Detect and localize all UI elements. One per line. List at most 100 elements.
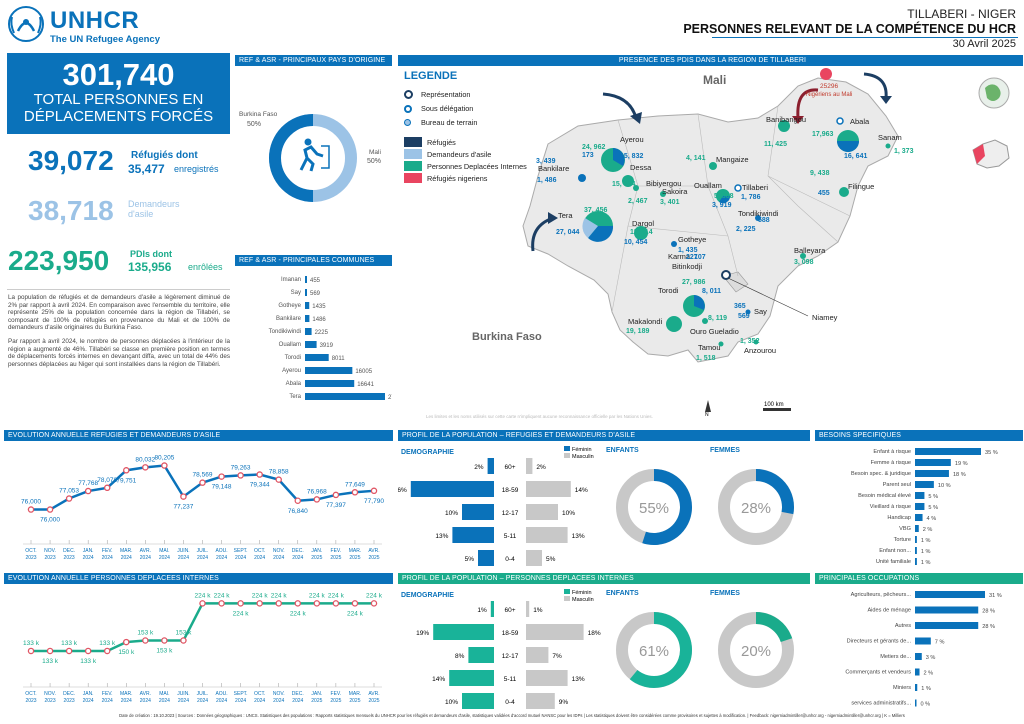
x-tick-label: 2023: [25, 698, 36, 704]
x-tick-label: 2023: [64, 555, 75, 561]
representation-niamey-icon: [721, 270, 731, 280]
place-value: 16, 641: [844, 153, 867, 160]
hbar-value: 1 %: [921, 560, 931, 566]
fem-pct: 1%: [477, 607, 487, 614]
origin-panel: Burkina Faso 50% Mali 50%: [235, 66, 392, 250]
bubble-anzourou: [753, 339, 759, 345]
total-label-1: TOTAL PERSONNES EN: [33, 91, 204, 108]
x-tick-label: 2024: [273, 555, 284, 561]
hbar-label: Besoin spec. & juridique: [851, 471, 911, 477]
commune-bar: [305, 380, 355, 387]
data-label: 77,768: [78, 480, 98, 487]
x-tick-label: DEC.: [63, 548, 75, 554]
hbar-bar: [915, 622, 979, 629]
map-label-mali: Mali: [703, 73, 726, 87]
place-name: Karma: [668, 252, 691, 261]
x-tick-label: 2024: [292, 555, 303, 561]
bubble-dessa: [622, 175, 634, 187]
hbar-bar: [915, 699, 917, 707]
pyramid-bar-masc: [526, 693, 555, 709]
place-value: 11, 425: [764, 141, 787, 148]
flow-arrow-ayerou: [602, 92, 638, 119]
legend-refugees: Réfugiés: [427, 137, 456, 147]
bf-pct: 50%: [247, 121, 261, 128]
pyramid-bar-masc: [526, 601, 530, 617]
commune-value: 569: [310, 291, 321, 297]
hbar-label: Vieillard à risque: [870, 504, 911, 510]
total-label-2: DÉPLACEMENTS FORCÉS: [23, 108, 214, 125]
x-tick-label: JAN.: [311, 691, 322, 697]
hbar-value: 18 %: [953, 472, 966, 478]
commune-name: Bankilare: [276, 316, 302, 322]
header-region: TILLABERI - NIGER: [907, 7, 1016, 21]
place-name: Tera: [558, 211, 573, 220]
x-tick-label: AVR.: [368, 548, 379, 554]
commune-value: 16005: [355, 369, 372, 375]
x-tick-label: 2024: [121, 698, 132, 704]
bubble-bibiyergou: [633, 185, 639, 191]
hbar-bar: [915, 547, 917, 554]
hbar-bar: [915, 470, 949, 477]
bubble-tamou: [718, 341, 724, 347]
place-value: 1, 352: [740, 338, 760, 345]
refugees-registered-label: enregistrés: [174, 164, 219, 174]
idp-number: 223,950: [8, 245, 110, 276]
place-value: 9, 438: [810, 170, 830, 177]
hbar-label: Enfant non...: [879, 548, 911, 554]
refugees-registered: 35,477: [128, 162, 165, 176]
fem-pct: 8%: [455, 653, 465, 660]
data-label: 153 k: [175, 630, 192, 637]
data-label: 224 k: [347, 610, 364, 617]
data-label: 77,053: [59, 488, 79, 495]
place-value: 1, 486: [537, 177, 557, 184]
legend-representation: Représentation: [421, 90, 471, 99]
x-tick-label: 2024: [216, 698, 227, 704]
commune-bar: [305, 354, 329, 361]
x-tick-label: 2025: [368, 698, 379, 704]
place-value: 107: [694, 254, 706, 261]
bubble-balleyara: [800, 253, 806, 259]
hbar-label: Aides de ménage: [867, 608, 911, 614]
ref-enfants-title: ENFANTS: [606, 447, 639, 454]
summary-paragraph-1: La population de réfugiés et de demandeu…: [8, 294, 230, 332]
refugees-label: Réfugiés dont: [131, 150, 198, 161]
place-value: 1, 373: [894, 148, 914, 155]
logo: UNHCR The UN Refugee Agency: [6, 5, 166, 45]
x-tick-label: 2024: [178, 555, 189, 561]
commune-name: Tera: [289, 394, 301, 400]
place-name: Gotheye: [678, 235, 706, 244]
x-tick-label: OCT.: [25, 691, 36, 697]
place-value: 5, 868: [714, 193, 734, 200]
hbar-value: 2 %: [923, 527, 933, 533]
data-point: [370, 487, 378, 495]
north-arrow-icon: [705, 400, 711, 412]
x-tick-label: NOV.: [273, 548, 285, 554]
x-tick-label: JUIL.: [197, 548, 209, 554]
donut-pct: 61%: [639, 643, 669, 660]
x-tick-label: 2024: [83, 698, 94, 704]
data-label: 77,790: [364, 498, 384, 505]
hbar-value: 35 %: [985, 450, 998, 456]
place-name: Ayerou: [620, 135, 644, 144]
asylum-label-2: d'asile: [128, 209, 154, 219]
fem-pct: 19%: [416, 630, 429, 637]
x-tick-label: 2025: [368, 555, 379, 561]
commune-name: Say: [291, 290, 301, 296]
hbar-label: Metiers de...: [880, 654, 911, 660]
place-value: 588: [758, 217, 770, 224]
pdi-enfants-title: ENFANTS: [606, 590, 639, 597]
data-label: 133 k: [80, 658, 97, 665]
occup-header: PRINCIPALES OCCUPATIONS: [815, 573, 1023, 584]
place-value: 1, 518: [696, 355, 716, 362]
x-tick-label: DEC.: [292, 548, 304, 554]
place-value: 11, 114: [630, 229, 653, 236]
x-tick-label: 2024: [235, 698, 246, 704]
legend-fem: Féminin: [572, 590, 592, 596]
x-tick-label: 2025: [311, 698, 322, 704]
x-tick-label: 2023: [64, 698, 75, 704]
series-line: [31, 602, 374, 653]
pyramid-bar-fem: [452, 527, 494, 543]
